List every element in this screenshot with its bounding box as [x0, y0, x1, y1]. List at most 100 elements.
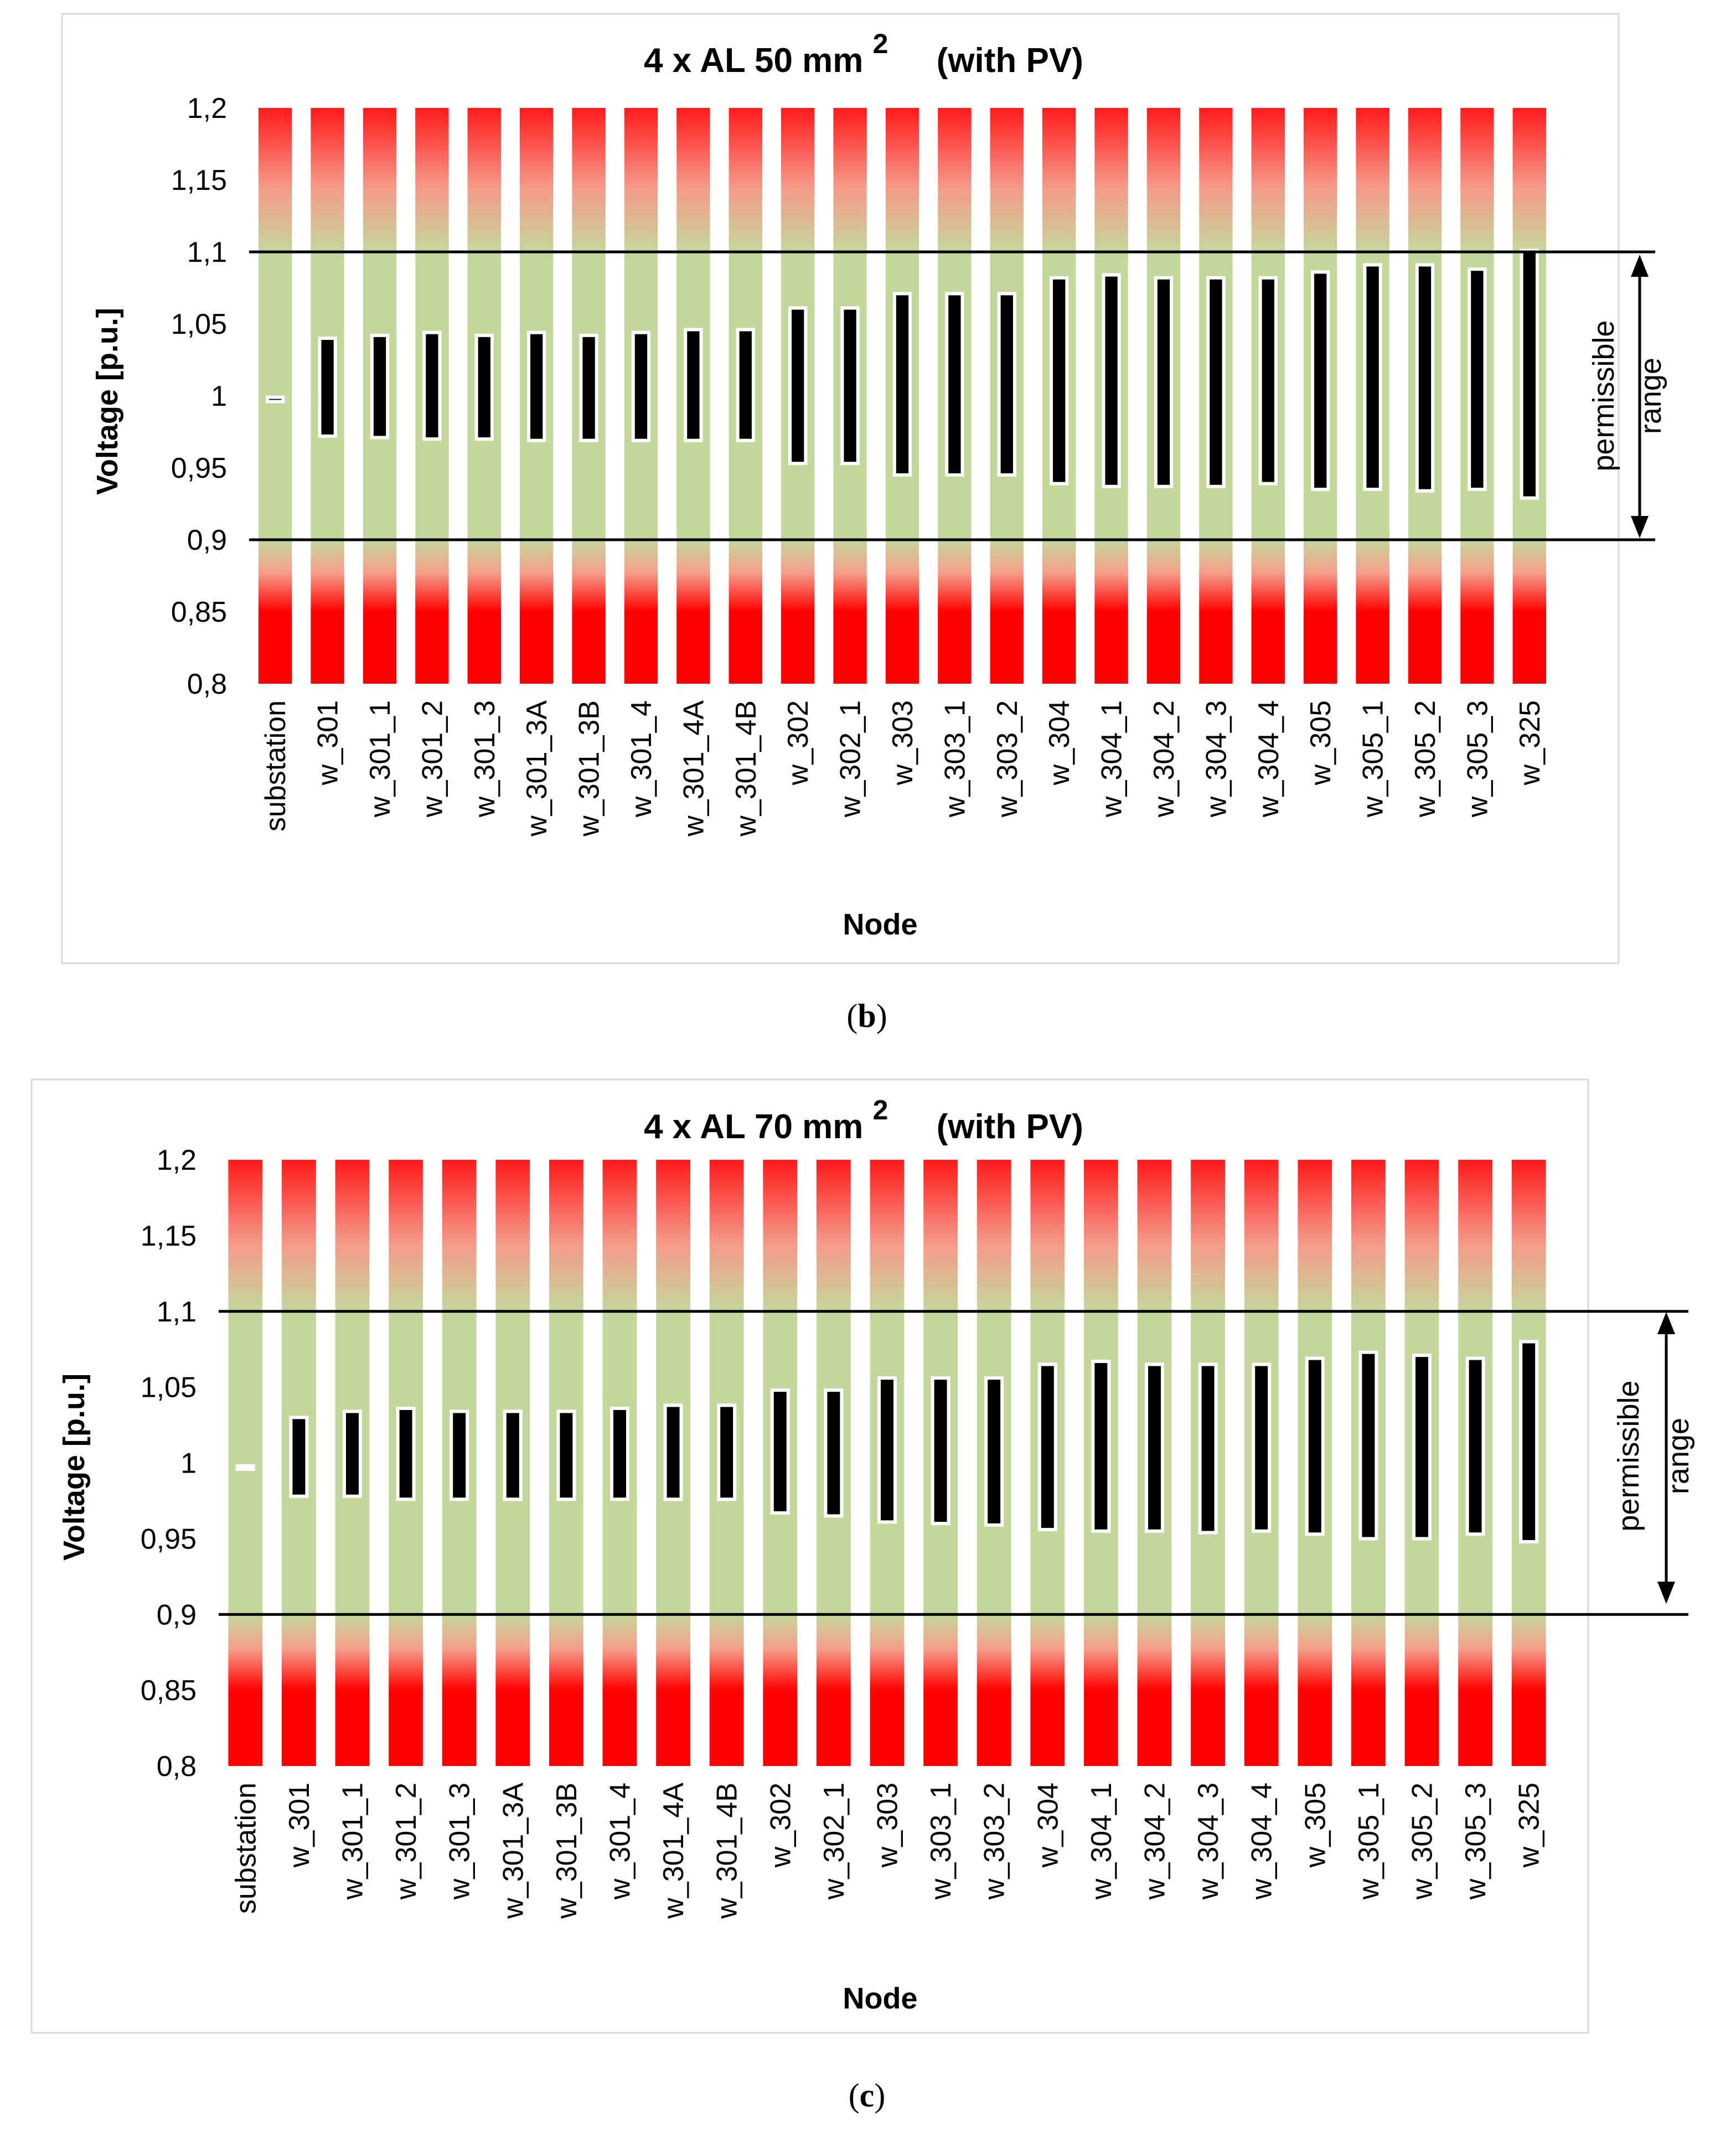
x-tick-label: w_301_3A — [497, 1783, 529, 1919]
x-tick-label: w_305 — [1299, 1783, 1331, 1868]
column-band-lower — [676, 612, 710, 684]
column-band-lower-fade — [602, 1614, 637, 1691]
y-tick-label: 0,8 — [187, 668, 227, 700]
panel-caption-letter: c — [860, 2077, 875, 2114]
column-band-lower — [870, 1690, 905, 1766]
column-band-lower — [519, 612, 554, 684]
limit-lines — [219, 1310, 1688, 1616]
column-band-lower — [938, 612, 972, 684]
x-tick-label: w_304_2 — [1139, 1783, 1171, 1900]
x-tick-label: w_305 — [1305, 700, 1337, 786]
x-tick-label: w_301_4 — [604, 1783, 637, 1900]
range-bar-w_302_1 — [840, 306, 860, 466]
range-bar-w_304 — [1037, 1362, 1057, 1531]
range-bar-w_304_1 — [1102, 273, 1121, 488]
column-band-upper — [1458, 1160, 1493, 1311]
column-band-lower-fade — [709, 1614, 744, 1691]
x-tick-label: w_305_2 — [1407, 1783, 1439, 1900]
column-band-lower — [549, 1690, 583, 1766]
x-tick-label: w_301_4 — [626, 700, 658, 818]
range-arrow-head-down — [1631, 516, 1649, 538]
annotation-line-2: range — [1634, 358, 1667, 434]
column-band-upper — [1303, 108, 1337, 252]
range-bar-w_301 — [318, 337, 337, 438]
x-tick-label: w_304_1 — [1096, 700, 1128, 818]
range-bar-w_303_1 — [931, 1376, 950, 1525]
x-tick-label: w_304_2 — [1148, 700, 1180, 818]
annotation-line-1: permissible — [1587, 320, 1620, 471]
range-bar-w_301 — [289, 1416, 309, 1498]
x-tick-label: w_304_3 — [1200, 700, 1232, 818]
y-tick-label: 0,9 — [187, 524, 227, 556]
column-band-lower-fade — [549, 1614, 583, 1691]
x-tick-label: w_325 — [1513, 1783, 1546, 1868]
range-bar-w_301_3A — [527, 331, 546, 442]
column-band-lower-fade — [572, 540, 606, 612]
title-main: 4 x AL 50 mm — [644, 42, 863, 80]
column-band-upper — [1511, 1160, 1546, 1311]
x-tick-label: w_301_3B — [551, 1783, 583, 1919]
x-tick-label: w_301_1 — [337, 1783, 369, 1900]
x-tick-label: w_301_1 — [364, 700, 396, 818]
column-band-upper — [1042, 108, 1076, 252]
column-band-lower-fade — [1512, 540, 1547, 612]
title-suffix: (with PV) — [937, 1108, 1083, 1146]
annotation-line-2: range — [1662, 1418, 1695, 1494]
y-tick-label: 1,1 — [187, 236, 227, 268]
column-band-lower — [258, 612, 292, 684]
column-band-upper — [976, 1160, 1011, 1311]
column-band-lower — [624, 612, 658, 684]
column-band-lower-fade — [1298, 1614, 1332, 1691]
column-band-upper — [1199, 108, 1233, 252]
column-band-upper — [781, 108, 815, 252]
range-bar-w_303_2 — [984, 1376, 1004, 1527]
y-tick-label: 0,85 — [141, 1675, 197, 1707]
range-bar-w_303 — [892, 292, 912, 477]
range-bar-w_301_3B — [579, 333, 598, 442]
range-bar-w_304_4 — [1258, 276, 1278, 486]
column-band-upper — [1460, 108, 1494, 252]
x-tick-label: w_301 — [312, 700, 344, 786]
range-bar-w_301_1 — [370, 333, 390, 440]
y-tick-labels: 1,2 1,15 1,1 1,05 1 0,95 0,9 0,85 0,8 — [171, 92, 227, 700]
column-band-lower — [1303, 612, 1337, 684]
range-bar-w_305_3 — [1468, 267, 1487, 491]
column-band-lower — [363, 612, 397, 684]
x-tick-label: w_325 — [1514, 700, 1546, 786]
range-bar-w_325 — [1519, 1340, 1539, 1543]
range-bar-w_301_3B — [556, 1409, 576, 1501]
column-band-lower-fade — [938, 540, 972, 612]
column-band-lower — [1191, 1690, 1226, 1766]
column-band-lower-fade — [728, 540, 763, 612]
column-band-lower — [728, 612, 763, 684]
column-band-lower-fade — [1356, 540, 1389, 612]
column-band-upper — [1356, 108, 1389, 252]
column-band-lower — [1298, 1690, 1332, 1766]
column-band-upper — [1251, 108, 1285, 252]
column-band-upper — [833, 108, 867, 252]
column-band-lower — [1244, 1690, 1279, 1766]
range-bar-w_304_3 — [1206, 276, 1226, 488]
column-band-lower-fade — [1030, 1614, 1065, 1691]
column-band-lower-fade — [1042, 540, 1076, 612]
column-band-lower-fade — [311, 540, 344, 612]
column-band-lower — [1083, 1690, 1118, 1766]
column-band-lower — [228, 1690, 263, 1766]
column-band-lower-fade — [676, 540, 710, 612]
x-tick-label: w_304_1 — [1086, 1783, 1118, 1900]
range-bars — [266, 249, 1539, 500]
range-bar-w_301_3A — [503, 1409, 523, 1501]
column-band-upper — [1298, 1160, 1332, 1311]
x-axis-label: Node — [843, 908, 918, 941]
column-band-lower-fade — [1458, 1614, 1493, 1691]
column-band-upper — [885, 108, 919, 252]
column-band-lower — [816, 1690, 851, 1766]
x-tick-label: w_301_4A — [678, 700, 710, 837]
column-band-lower — [885, 612, 919, 684]
column-band-lower-fade — [1251, 540, 1285, 612]
range-bar-w_304_2 — [1145, 1362, 1164, 1533]
column-band-lower-fade — [870, 1614, 905, 1691]
column-band-upper — [870, 1160, 905, 1311]
range-bar-w_303_1 — [945, 292, 964, 477]
